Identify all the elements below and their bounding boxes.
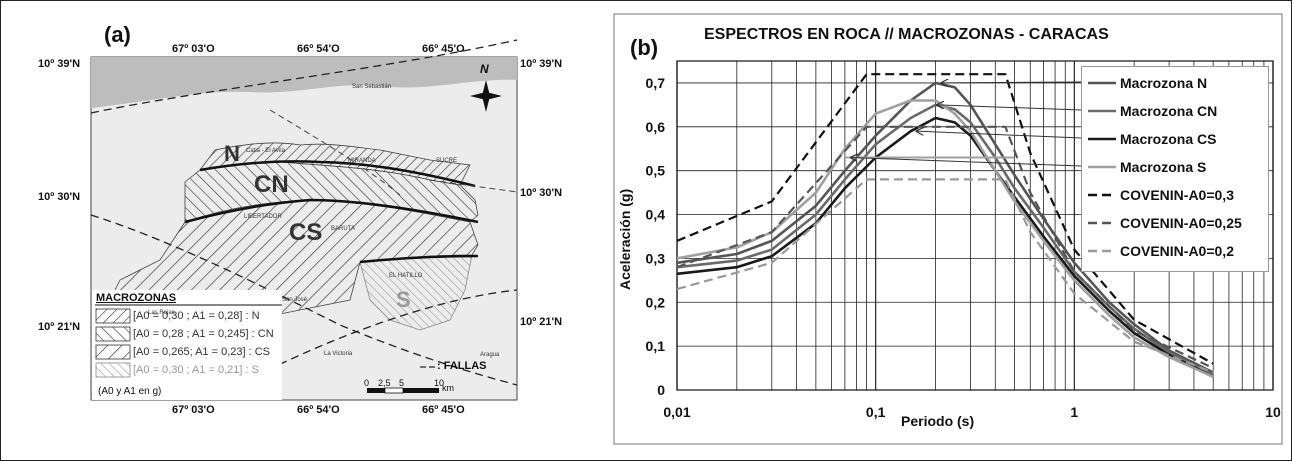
- legend-swatch: [1088, 249, 1116, 253]
- place-baruta: BARUTA: [331, 226, 355, 232]
- legend-title: MACROZONAS: [96, 292, 177, 304]
- series-line-4: [676, 73, 1214, 365]
- legend-entry-label: Macrozona S: [1120, 159, 1207, 175]
- legend-arrow: [917, 131, 1082, 139]
- svg-text:5: 5: [399, 378, 404, 388]
- place-la-victoria: La Victoria: [324, 351, 353, 357]
- panel-b-label: (b): [630, 35, 659, 60]
- svg-text:10: 10: [434, 378, 444, 388]
- series-line-0: [676, 81, 1214, 374]
- legend-item-s: [A0 = 0,30 ; A1 = 0,21] : S: [133, 364, 259, 376]
- zone-cn-label: CN: [254, 171, 289, 198]
- svg-text:N: N: [480, 62, 489, 76]
- legend-swatch: [1088, 81, 1116, 85]
- legend-entry-label: Macrozona CN: [1120, 103, 1218, 119]
- place-aragua: Aragua: [480, 352, 500, 358]
- north-arrow-icon: N: [470, 62, 502, 112]
- place-sucre: SUCRE: [436, 158, 458, 164]
- series-line-6: [676, 178, 1214, 374]
- place-catia: Catia - El Avila: [246, 148, 285, 154]
- lat-right-2: 10º 30'N: [520, 187, 563, 199]
- y-axis-label: Aceleración (g): [617, 188, 633, 290]
- sea-area: [91, 57, 517, 108]
- lat-right-1: 10º 39'N: [520, 58, 563, 70]
- chart-title: ESPECTROS EN ROCA // MACROZONAS - CARACA…: [704, 26, 1109, 43]
- place-san-sebastian: San Sebastián: [352, 84, 392, 90]
- y-tick-label: 0,1: [646, 338, 666, 354]
- bottom-lon-1: 67º 03'O: [172, 404, 215, 416]
- series-line-2: [676, 116, 1214, 378]
- place-san-jose: San José: [282, 297, 308, 303]
- bottom-lon-2: 66º 54'O: [297, 404, 340, 416]
- y-tick-label: 0,4: [646, 207, 666, 223]
- legend-arrow: [937, 105, 1082, 111]
- series-line-3: [676, 99, 1214, 378]
- top-lon-3: 66º 45'O: [422, 43, 465, 55]
- legend-entry: Macrozona CS: [1088, 129, 1216, 149]
- legend-swatch: [1088, 221, 1116, 225]
- series-line-1: [676, 103, 1214, 376]
- bottom-lon-3: 66º 45'O: [422, 404, 465, 416]
- legend-entry: COVENIN-A0=0,25: [1088, 213, 1242, 233]
- legend-arrow: [941, 82, 1082, 83]
- legend-entry-label: Macrozona N: [1120, 75, 1208, 91]
- place-miranda: MIRANDA: [348, 158, 376, 164]
- place-libertador: LIBERTADOR: [244, 214, 282, 220]
- legend-swatch: [1088, 137, 1116, 141]
- scale-bar: 0 2,5 5 10 km: [364, 378, 454, 394]
- y-tick-label: 0,7: [646, 75, 666, 91]
- fallas-label: : FALLAS: [437, 360, 487, 372]
- legend-entry-label: COVENIN-A0=0,3: [1120, 187, 1234, 203]
- legend-item-cs: [A0 = 0,265; A1 = 0,23] : CS: [133, 346, 270, 358]
- legend-note: (A0 y A1 en g): [98, 386, 162, 397]
- legend-swatch: [1088, 193, 1116, 197]
- svg-text:2,5: 2,5: [378, 378, 391, 388]
- place-las-rojas: Las Rojas: [148, 310, 175, 316]
- x-tick-label: 1: [1070, 404, 1078, 420]
- fault-line-south: [90, 214, 518, 386]
- svg-text:0: 0: [364, 378, 369, 388]
- lat-left-3: 10º 21'N: [38, 321, 81, 333]
- lat-left-2: 10º 30'N: [38, 191, 81, 203]
- legend-entry-label: COVENIN-A0=0,25: [1120, 215, 1242, 231]
- legend-item-cn: [A0 = 0,28 ; A1 = 0,245] : CN: [133, 328, 274, 340]
- legend-arrow: [851, 158, 1082, 167]
- legend-item-n: [A0 = 0,30 ; A1 = 0,28] : N: [133, 310, 260, 322]
- y-tick-label: 0,6: [646, 119, 666, 135]
- lat-right-3: 10º 21'N: [520, 316, 563, 328]
- chart-legend: Macrozona N Macrozona CN Macrozona CS Macro…: [1081, 66, 1269, 272]
- y-tick-label: 0: [657, 382, 665, 398]
- zone-n-label: N: [224, 141, 240, 166]
- plot-area: [676, 60, 1274, 391]
- x-tick-label: 0,1: [866, 404, 886, 420]
- lat-left-1: 10º 39'N: [38, 58, 81, 70]
- legend-entry-label: COVENIN-A0=0,2: [1120, 243, 1234, 259]
- panel-a-label: (a): [104, 22, 131, 47]
- x-axis-label: Periodo (s): [901, 413, 975, 429]
- x-tick-label: 10: [1265, 404, 1281, 420]
- legend-swatch: [1088, 109, 1116, 113]
- map-panel: N 0 2,5 5 10 km: [90, 39, 518, 401]
- legend-entry: COVENIN-A0=0,2: [1088, 241, 1234, 261]
- y-tick-label: 0,5: [646, 163, 666, 179]
- zone-s-label: S: [396, 287, 411, 312]
- y-tick-label: 0,2: [646, 294, 666, 310]
- zone-cs-label: CS: [289, 219, 323, 246]
- legend-entry-label: Macrozona CS: [1120, 131, 1217, 147]
- legend-swatch: [1088, 165, 1116, 169]
- legend-entry: COVENIN-A0=0,3: [1088, 185, 1234, 205]
- y-tick-label: 0,3: [646, 250, 666, 266]
- legend-entry: Macrozona N: [1088, 73, 1207, 93]
- place-el-hatillo: EL HATILLO: [389, 273, 423, 279]
- svg-text:km: km: [442, 383, 454, 393]
- x-tick-label: 0,01: [663, 404, 690, 420]
- legend-entry: Macrozona S: [1088, 157, 1206, 177]
- top-lon-1: 67º 03'O: [172, 43, 215, 55]
- top-lon-2: 66º 54'O: [297, 43, 340, 55]
- legend-entry: Macrozona CN: [1088, 101, 1217, 121]
